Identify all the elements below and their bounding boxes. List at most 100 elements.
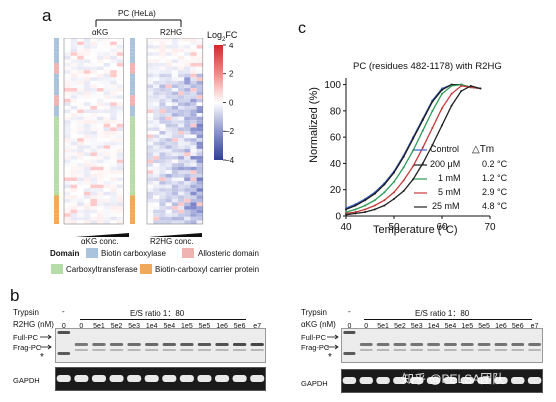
data-point: [373, 204, 376, 207]
heatmap-cell: [196, 70, 203, 74]
heatmap-cell: [159, 91, 166, 96]
legend-swatch-biotin-carboxyl-carrier: [140, 264, 152, 274]
heatmap-cell: [77, 127, 84, 131]
heatmap-cell: [64, 173, 71, 178]
heatmap-cell: [190, 195, 197, 199]
heatmap-cell: [165, 141, 172, 146]
minor-band: [460, 349, 474, 351]
heatmap-cell: [178, 181, 185, 185]
heatmap-cell: [190, 48, 197, 53]
data-point: [421, 129, 424, 132]
domain-annotation-cell: [130, 63, 135, 67]
legend-dtm-1mm: 1.2 °C: [482, 173, 508, 183]
heatmap-cell: [83, 113, 91, 117]
heatmap-cell: [147, 145, 154, 149]
heatmap-cell: [90, 88, 97, 92]
data-point: [402, 179, 405, 182]
heatmap-cell: [196, 73, 203, 78]
heatmap-cell: [171, 195, 178, 199]
heatmap-cell: [178, 177, 185, 182]
legend-dtm-200um: 0.2 °C: [482, 159, 508, 169]
heatmap-cell: [171, 38, 178, 42]
legend-label-5mm: 5 mM: [438, 187, 461, 197]
heatmap-cell: [178, 59, 185, 64]
heatmap-cell: [64, 84, 71, 89]
minor-band: [74, 349, 89, 351]
blot2-band-frag: Frag-PC: [301, 343, 330, 352]
heatmap-cell: [64, 59, 71, 64]
heatmap-cell: [110, 148, 117, 153]
heatmap-cell: [97, 113, 104, 117]
heatmap-left-title: αKG: [92, 28, 109, 37]
heatmap-cell: [90, 191, 97, 196]
full-band: [57, 331, 71, 334]
heatmap-cell: [190, 113, 197, 117]
heatmap-cell: [97, 209, 104, 214]
heatmap-cell: [97, 188, 104, 192]
heatmap-cell: [110, 216, 117, 221]
frag-band: [127, 343, 141, 346]
heatmap-cell: [77, 184, 84, 189]
heatmap-cell: [147, 173, 154, 178]
heatmap-cell: [171, 145, 178, 149]
domain-annotation-cell: [54, 170, 59, 174]
heatmap-cell: [153, 102, 160, 106]
heatmap-cell: [184, 138, 191, 142]
legend-label-1mm: 1 mM: [438, 173, 461, 183]
heatmap-cell: [77, 66, 84, 71]
heatmap-cell: [147, 202, 154, 207]
heatmap-cell: [103, 173, 111, 178]
heatmap-cell: [116, 123, 124, 128]
gapdh-band: [144, 375, 159, 382]
heatmap-cell: [103, 120, 111, 124]
heatmap-cell: [64, 206, 71, 210]
heatmap-cell: [153, 105, 160, 110]
heatmap-cell: [196, 184, 203, 189]
domain-annotation-cell: [54, 148, 59, 153]
heatmap-cell: [77, 123, 84, 128]
domain-annotation-cell: [54, 138, 59, 142]
heatmap-cell: [159, 191, 166, 196]
heatmap-cell: [178, 152, 185, 157]
frag-band: [444, 343, 457, 346]
domain-annotation-cell: [130, 70, 135, 74]
heatmap-cell: [64, 38, 71, 42]
legend-line-1mm: [414, 178, 427, 180]
heatmap-cell: [64, 170, 71, 174]
heatmap-cell: [116, 55, 124, 60]
heatmap-cell: [165, 134, 172, 139]
heatmap-cell: [190, 156, 197, 160]
heatmap-cell: [77, 102, 84, 106]
heatmap-cell: [171, 52, 178, 56]
heatmap-cell: [110, 191, 117, 196]
domain-annotation-cell: [54, 41, 59, 46]
heatmap-cell: [83, 91, 91, 96]
heatmap-cell: [97, 152, 104, 157]
heatmap-cell: [196, 66, 203, 71]
heatmap-cell: [190, 131, 197, 135]
heatmap-cell: [165, 48, 172, 53]
gapdh-band: [426, 377, 441, 384]
heatmap-cell: [196, 141, 203, 146]
x-tick-label: 60: [436, 222, 448, 233]
domain-annotation-cell: [54, 159, 59, 164]
heatmap-cell: [196, 123, 203, 128]
heatmap-cell: [83, 209, 91, 214]
heatmap-cell: [190, 102, 197, 106]
heatmap-cell: [147, 73, 154, 78]
heatmap-cell: [159, 70, 166, 74]
heatmap-cell: [165, 120, 172, 124]
frag-band: [376, 343, 390, 346]
heatmap-cell: [83, 123, 91, 128]
heatmap-cell: [171, 181, 178, 185]
frag-band: [477, 343, 491, 346]
x-tick-label: 70: [484, 222, 496, 233]
heatmap-cell: [103, 134, 111, 139]
minor-band: [494, 349, 508, 351]
heatmap-cell: [159, 163, 166, 167]
heatmap-cell: [190, 63, 197, 67]
heatmap-cell: [90, 198, 97, 203]
lane-label: e7: [253, 323, 261, 330]
heatmap-cell: [77, 188, 84, 192]
heatmap-cell: [90, 216, 97, 221]
